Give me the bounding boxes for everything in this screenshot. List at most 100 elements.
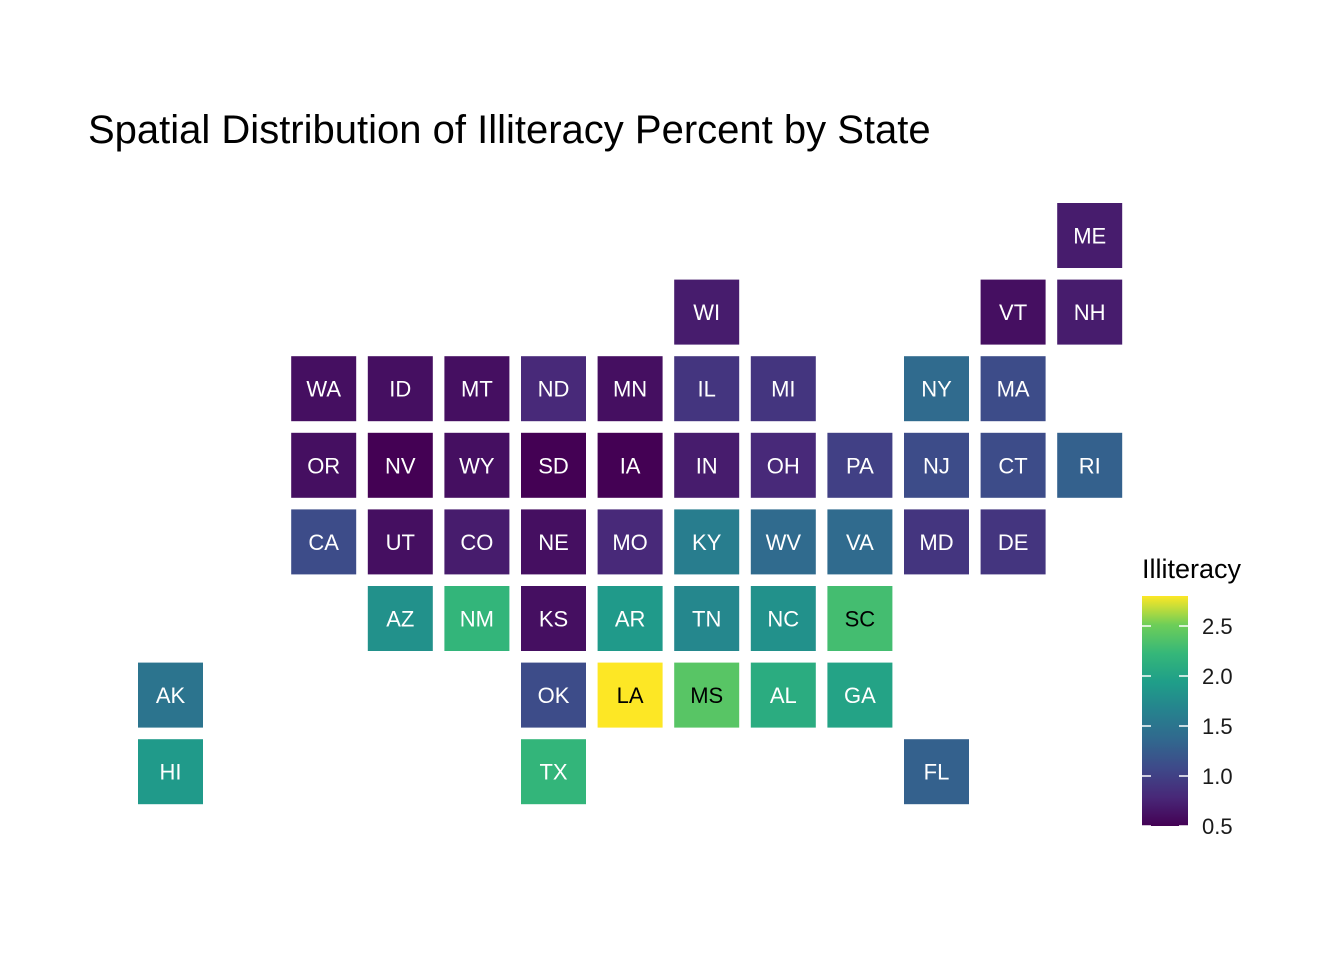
state-label: NV <box>385 453 416 478</box>
state-tile-ia: IA <box>597 432 663 498</box>
state-label: DE <box>998 530 1029 555</box>
state-tile-rect <box>1057 432 1123 498</box>
state-label: PA <box>846 453 874 478</box>
state-tile-rect <box>367 509 433 575</box>
state-label: MT <box>461 377 493 402</box>
state-label: HI <box>160 760 182 785</box>
state-tile-rect <box>904 739 969 805</box>
state-label: AK <box>156 683 186 708</box>
state-label: VA <box>846 530 874 555</box>
legend-ticks: 0.5 1.0 1.5 2.0 2.5 <box>1142 614 1233 839</box>
state-tile-md: MD <box>904 509 969 575</box>
state-tile-ma: MA <box>980 356 1046 422</box>
state-label: NJ <box>923 453 950 478</box>
state-tile-rect <box>674 432 740 498</box>
state-tile-la: LA <box>597 662 663 728</box>
state-label: ID <box>389 377 411 402</box>
legend-colorbar <box>1142 596 1188 826</box>
legend-tick-label: 1.5 <box>1202 714 1233 739</box>
state-tile-rect <box>521 586 586 651</box>
state-label: CA <box>308 530 339 555</box>
state-tile-rect <box>827 662 893 728</box>
state-tile-rect <box>444 432 510 498</box>
state-tile-rect <box>138 739 203 805</box>
state-tile-me: ME <box>1057 203 1123 268</box>
state-tile-mn: MN <box>597 356 663 422</box>
state-tile-rect <box>367 432 433 498</box>
state-label: KS <box>539 607 568 632</box>
state-label: SD <box>538 453 569 478</box>
state-tile-nd: ND <box>521 356 586 422</box>
state-label: WA <box>306 377 341 402</box>
state-tile-rect <box>597 586 663 651</box>
state-label: RI <box>1079 453 1101 478</box>
state-label: IL <box>698 377 716 402</box>
state-label: CO <box>460 530 493 555</box>
state-tile-rect <box>521 662 586 728</box>
state-tile-wv: WV <box>750 509 816 575</box>
state-label: KY <box>692 530 722 555</box>
legend-title: Illiteracy <box>1142 554 1242 584</box>
state-label: IN <box>696 453 718 478</box>
state-tile-al: AL <box>750 662 816 728</box>
state-tile-rect <box>904 356 969 422</box>
state-tile-nv: NV <box>367 432 433 498</box>
state-label: MI <box>771 377 795 402</box>
state-tile-wi: WI <box>674 279 740 345</box>
state-tile-rect <box>444 356 510 422</box>
state-tile-rect <box>980 279 1046 345</box>
state-tile-rect <box>980 356 1046 422</box>
state-tile-ny: NY <box>904 356 969 422</box>
state-tile-rect <box>521 432 586 498</box>
state-tile-nh: NH <box>1057 279 1123 345</box>
state-label: MA <box>997 377 1030 402</box>
state-tile-rect <box>291 356 357 422</box>
state-tile-az: AZ <box>367 586 433 651</box>
state-label: ND <box>538 377 570 402</box>
state-label: UT <box>386 530 415 555</box>
state-tile-rect <box>827 432 893 498</box>
state-label: MO <box>612 530 647 555</box>
state-label: ME <box>1073 224 1106 249</box>
state-tile-il: IL <box>674 356 740 422</box>
state-tile-ak: AK <box>138 662 203 728</box>
state-tiles: ME WI VT NH WA ID MT ND MN IL MI NY MA OR NV WY SD IA IN OH… <box>138 203 1123 805</box>
state-label: SC <box>845 607 876 632</box>
state-tile-rect <box>597 356 663 422</box>
state-tile-va: VA <box>827 509 893 575</box>
state-tile-wa: WA <box>291 356 357 422</box>
state-label: MN <box>613 377 647 402</box>
state-tile-rect <box>521 509 586 575</box>
state-tile-ut: UT <box>367 509 433 575</box>
state-tile-ky: KY <box>674 509 740 575</box>
state-tile-or: OR <box>291 432 357 498</box>
state-label: OK <box>538 683 570 708</box>
state-tile-rect <box>597 662 663 728</box>
state-tile-rect <box>750 662 816 728</box>
state-tile-rect <box>827 586 893 651</box>
state-label: AZ <box>386 607 414 632</box>
state-label: GA <box>844 683 876 708</box>
state-label: VT <box>999 300 1027 325</box>
state-tile-rect <box>444 509 510 575</box>
state-tile-rect <box>674 279 740 345</box>
state-label: AR <box>615 607 646 632</box>
state-tile-rect <box>674 662 740 728</box>
legend-tick-label: 1.0 <box>1202 764 1233 789</box>
state-tile-rect <box>367 356 433 422</box>
state-tile-rect <box>291 432 357 498</box>
legend-tick-label: 2.5 <box>1202 614 1233 639</box>
state-tile-pa: PA <box>827 432 893 498</box>
state-tile-rect <box>138 662 203 728</box>
state-tile-nm: NM <box>444 586 510 651</box>
legend-tick-label: 2.0 <box>1202 664 1233 689</box>
state-label: OH <box>767 453 800 478</box>
state-tile-rect <box>750 432 816 498</box>
state-label: WI <box>693 300 720 325</box>
state-tile-co: CO <box>444 509 510 575</box>
state-tile-rect <box>750 586 816 651</box>
state-label: TN <box>692 607 721 632</box>
state-tile-rect <box>980 509 1046 575</box>
state-label: NM <box>460 607 494 632</box>
state-label: WY <box>459 453 495 478</box>
